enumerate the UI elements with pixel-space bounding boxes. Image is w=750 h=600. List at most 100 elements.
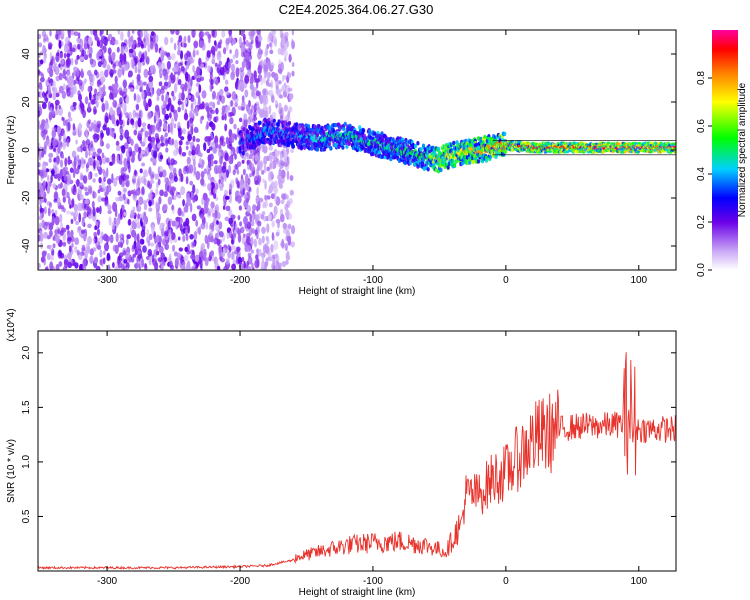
noise-blob [96,40,100,47]
noise-blob [48,83,52,92]
noise-blob [171,194,177,201]
noise-blob [263,73,267,79]
noise-blob [119,97,123,105]
noise-blob [175,220,179,227]
noise-blob [116,106,122,115]
noise-blob [286,194,289,200]
noise-blob [177,236,181,241]
noise-blob [89,248,95,256]
noise-blob [228,164,232,174]
noise-blob [120,31,124,41]
noise-blob [159,189,165,197]
noise-blob [92,237,96,245]
noise-blob [178,140,183,146]
noise-blob [84,54,89,61]
noise-blob [135,85,139,90]
noise-blob [93,123,97,133]
noise-blob [102,257,106,265]
noise-blob [286,235,292,243]
noise-blob [48,202,53,208]
noise-blob [169,122,173,133]
noise-blob [226,105,231,112]
noise-blob [271,220,275,228]
noise-blob [128,136,132,143]
ridge-point [385,140,389,145]
noise-blob [248,99,251,108]
noise-blob [171,220,177,227]
noise-blob [60,205,65,210]
noise-blob [132,51,136,56]
noise-blob [43,251,47,256]
noise-blob [224,152,229,162]
noise-blob [130,209,135,219]
noise-blob [70,57,74,66]
noise-blob [167,196,173,205]
noise-blob [221,115,225,121]
noise-blob [234,153,237,160]
noise-blob [258,248,262,257]
noise-blob [49,52,53,60]
noise-blob [133,244,137,250]
ridge-point [409,160,413,165]
noise-blob [214,40,217,46]
noise-blob [39,77,45,83]
noise-blob [78,122,82,133]
noise-blob [173,123,177,129]
noise-blob [43,206,47,215]
noise-blob [228,193,233,204]
noise-blob [87,185,93,192]
noise-blob [106,167,109,178]
noise-blob [97,60,102,68]
noise-blob [166,104,170,112]
noise-blob [188,122,194,128]
noise-blob [253,238,258,248]
noise-blob [152,141,156,150]
noise-blob [109,127,113,137]
noise-blob [212,212,215,218]
noise-blob [120,145,125,150]
noise-blob [223,265,228,270]
ridge-point [342,126,346,132]
noise-blob [70,218,74,224]
noise-blob [193,70,198,80]
noise-blob [55,235,60,244]
noise-blob [149,40,154,51]
noise-blob [266,166,270,172]
noise-blob [114,75,118,84]
noise-blob [230,239,234,245]
noise-blob [57,228,61,235]
noise-blob [275,206,278,215]
noise-blob [131,229,136,238]
noise-blob [39,212,43,219]
noise-blob [123,211,127,217]
noise-blob [227,111,233,118]
noise-blob [124,142,129,150]
ridge-point [363,135,367,141]
noise-blob [200,213,204,220]
noise-blob [184,53,188,61]
noise-blob [283,104,288,112]
noise-blob [190,58,195,64]
noise-blob [136,93,140,104]
noise-blob [258,237,262,246]
noise-blob [252,267,255,270]
noise-blob [164,113,170,120]
noise-blob [196,205,202,210]
noise-blob [147,98,152,108]
noise-blob [188,150,192,157]
noise-blob [218,221,223,230]
noise-blob [249,213,252,223]
noise-blob [171,138,175,146]
noise-blob [203,142,207,152]
noise-blob [189,202,193,213]
noise-blob [192,184,196,194]
noise-blob [146,228,150,238]
noise-blob [96,120,102,128]
noise-blob [38,42,43,48]
noise-blob [53,191,59,202]
noise-blob [94,88,98,95]
noise-blob [215,115,219,122]
noise-blob [111,52,116,62]
noise-blob [219,39,223,45]
noise-blob [130,39,136,50]
